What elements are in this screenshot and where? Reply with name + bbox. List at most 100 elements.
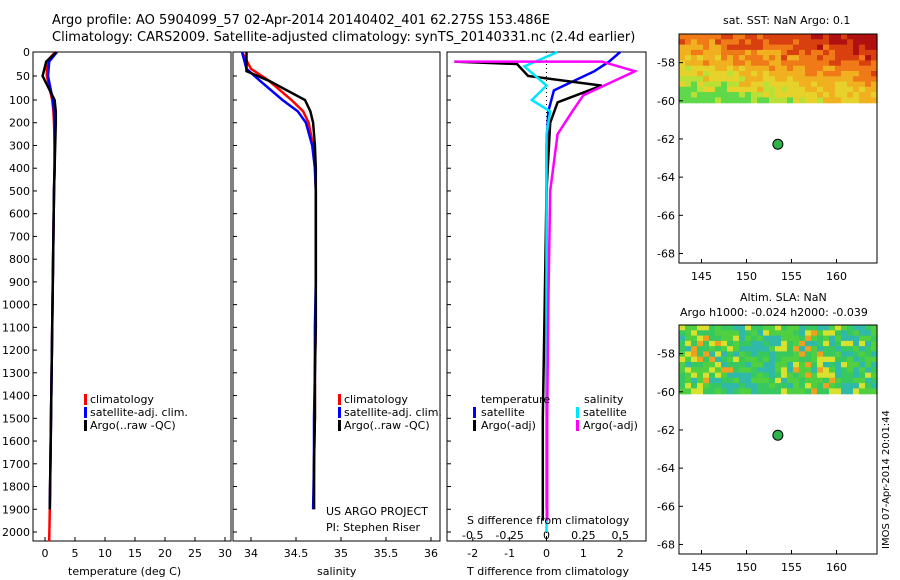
map-cell xyxy=(715,65,722,72)
depth-tick-label: 2000 xyxy=(2,526,30,539)
map-cell xyxy=(745,335,752,342)
x-tick-label: 155 xyxy=(781,561,802,574)
map-cell xyxy=(781,71,788,77)
map-cell xyxy=(847,346,854,352)
map-cell xyxy=(841,60,848,67)
map-cell xyxy=(805,325,812,331)
map-cell xyxy=(709,351,716,358)
map-cell xyxy=(727,362,734,368)
map-cell xyxy=(793,65,800,72)
map-cell xyxy=(829,330,836,337)
map-cell xyxy=(859,44,866,51)
map-cell xyxy=(739,49,746,56)
map-cell xyxy=(769,335,776,342)
map-cell xyxy=(817,325,824,331)
map-cell xyxy=(691,60,698,67)
map-cell xyxy=(763,55,770,61)
map-cell xyxy=(841,97,848,104)
s-difference-xlabel: S difference from climatology xyxy=(467,514,630,527)
map-cell xyxy=(835,388,842,395)
map-cell xyxy=(781,330,788,337)
legend-t-argo: Argo(-adj) xyxy=(481,419,536,432)
map-cell xyxy=(757,356,764,363)
depth-tick-label: 0 xyxy=(23,46,30,59)
map-cell xyxy=(685,97,692,104)
map-cell xyxy=(697,39,704,46)
map-cell xyxy=(769,86,776,93)
map-cell xyxy=(763,81,770,88)
map-cell xyxy=(823,388,830,395)
map-cell xyxy=(745,49,752,56)
map-cell xyxy=(757,65,764,72)
map-cell xyxy=(769,44,776,51)
map-cell xyxy=(871,97,878,104)
salinity-plot: 34 34.5 35 35.5 36 xyxy=(240,51,438,560)
map-cell xyxy=(709,34,716,40)
map-cell xyxy=(835,362,842,368)
map-cell xyxy=(679,92,686,98)
map-cell xyxy=(757,377,764,384)
map-cell xyxy=(811,39,818,46)
map-cell xyxy=(829,44,836,51)
map-cell xyxy=(739,81,746,88)
map-cell xyxy=(757,351,764,358)
map-cell xyxy=(787,71,794,77)
map-cell xyxy=(757,367,764,374)
map-cell xyxy=(841,372,848,379)
map-cell xyxy=(733,388,740,395)
map-cell xyxy=(685,330,692,337)
map-cell xyxy=(859,388,866,395)
map-cell xyxy=(793,97,800,104)
map-cell xyxy=(715,76,722,83)
map-cell xyxy=(865,330,872,337)
map-cell xyxy=(679,55,686,61)
legend-s-argo: Argo(-adj) xyxy=(583,419,638,432)
map-cell xyxy=(859,335,866,342)
map-cell xyxy=(835,92,842,98)
map-cell xyxy=(769,340,776,347)
map-cell xyxy=(763,39,770,46)
map-cell xyxy=(829,71,836,77)
map-cell xyxy=(739,65,746,72)
map-cell xyxy=(835,97,842,104)
map-cell xyxy=(763,71,770,77)
map-cell xyxy=(853,97,860,104)
map-cell xyxy=(739,367,746,374)
map-cell xyxy=(697,335,704,342)
map-cell xyxy=(691,372,698,379)
map-cell xyxy=(841,335,848,342)
map-cell xyxy=(727,383,734,389)
map-cell xyxy=(739,356,746,363)
map-cell xyxy=(739,383,746,389)
map-cell xyxy=(763,60,770,67)
map-cell xyxy=(865,81,872,88)
map-cell xyxy=(709,340,716,347)
map-cell xyxy=(739,335,746,342)
x-tick-label: 2 xyxy=(617,547,624,560)
map-cell xyxy=(769,65,776,72)
map-cell xyxy=(805,383,812,389)
map-cell xyxy=(871,346,878,352)
map-cell xyxy=(829,60,836,67)
map-cell xyxy=(769,388,776,395)
legend-header-temperature: temperature xyxy=(481,393,550,406)
map-cell xyxy=(859,383,866,389)
map-cell xyxy=(703,34,710,40)
map-cell xyxy=(703,60,710,67)
title-line-2: Climatology: CARS2009. Satellite-adjuste… xyxy=(52,30,635,45)
map-cell xyxy=(829,76,836,83)
map-cell xyxy=(709,367,716,374)
map-cell xyxy=(787,86,794,93)
map-cell xyxy=(871,372,878,379)
map-cell xyxy=(721,351,728,358)
map-cell xyxy=(841,92,848,98)
map-cell xyxy=(823,71,830,77)
map-cell xyxy=(715,362,722,368)
map-cell xyxy=(685,49,692,56)
map-cell xyxy=(853,340,860,347)
map-cell xyxy=(709,39,716,46)
map-cell xyxy=(781,325,788,331)
map-cell xyxy=(841,325,848,331)
map-cell xyxy=(709,388,716,395)
map-cell xyxy=(823,325,830,331)
